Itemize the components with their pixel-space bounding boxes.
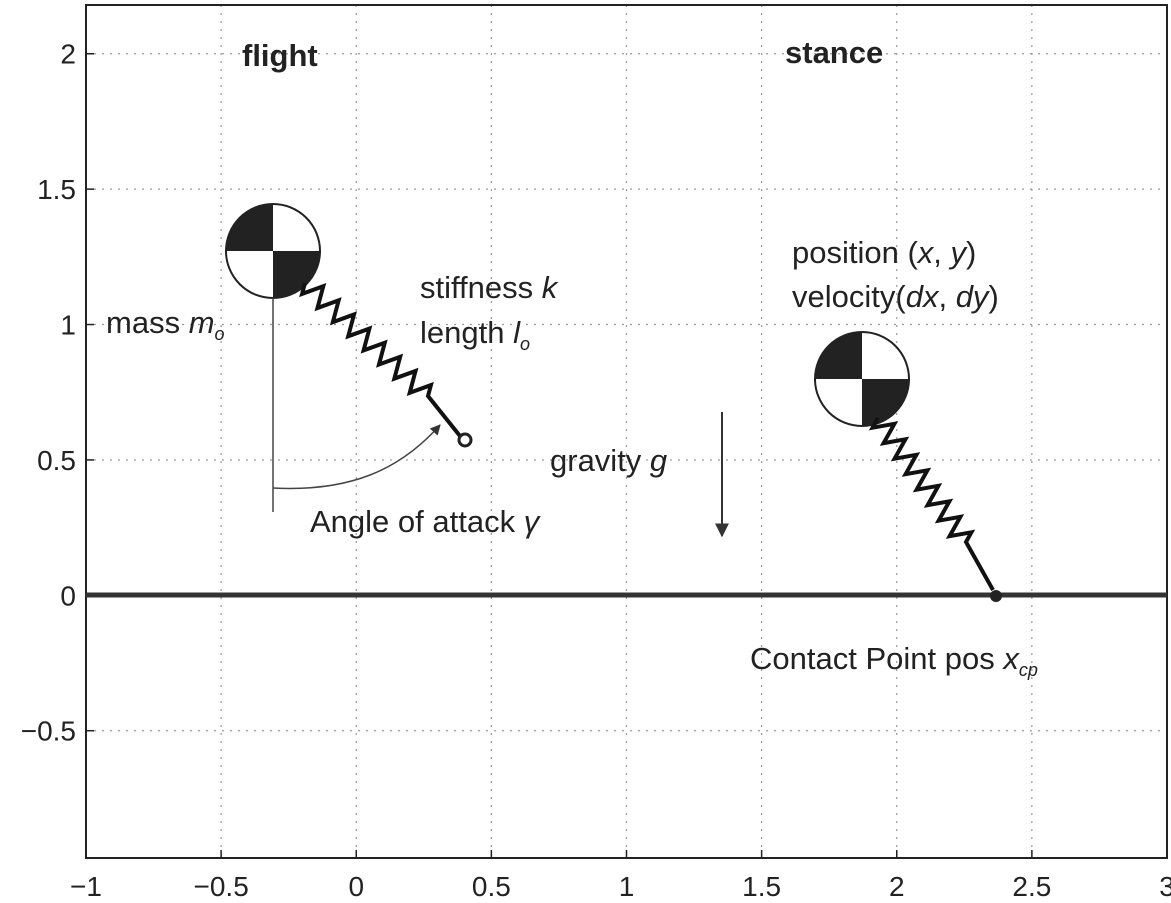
label: mass mo bbox=[106, 305, 225, 344]
x-tick-label: −0.5 bbox=[193, 871, 248, 902]
label: stance bbox=[785, 35, 883, 70]
label: flight bbox=[242, 38, 318, 73]
label: length lo bbox=[420, 315, 530, 354]
y-tick-label: 0 bbox=[60, 580, 76, 611]
y-tick-label: 1.5 bbox=[37, 174, 76, 205]
x-tick-label: −1 bbox=[70, 871, 102, 902]
x-tick-label: 0 bbox=[348, 871, 364, 902]
x-tick-label: 0.5 bbox=[472, 871, 511, 902]
contact-point bbox=[990, 590, 1002, 602]
label: velocity(dx, dy) bbox=[792, 279, 999, 314]
spring bbox=[868, 417, 995, 591]
y-tick-label: 1 bbox=[60, 310, 76, 341]
spring bbox=[299, 282, 462, 438]
x-tick-label: 1 bbox=[619, 871, 635, 902]
label: Contact Point pos xcp bbox=[750, 641, 1038, 680]
x-tick-label: 2.5 bbox=[1012, 871, 1051, 902]
angle-arrow bbox=[272, 424, 441, 490]
label: Angle of attack γ bbox=[310, 504, 541, 539]
y-tick-label: 2 bbox=[60, 39, 76, 70]
foot bbox=[457, 432, 473, 448]
axes-box bbox=[85, 4, 1168, 859]
y-tick-label: −0.5 bbox=[21, 716, 76, 747]
label: stiffness k bbox=[420, 270, 559, 305]
y-tick-label: 0.5 bbox=[37, 445, 76, 476]
mass-stance bbox=[814, 331, 910, 427]
label: position (x, y) bbox=[792, 235, 976, 270]
label: gravity g bbox=[550, 443, 667, 478]
x-tick-label: 1.5 bbox=[742, 871, 781, 902]
x-tick-label: 2 bbox=[889, 871, 905, 902]
x-tick-label: 3 bbox=[1159, 871, 1171, 902]
